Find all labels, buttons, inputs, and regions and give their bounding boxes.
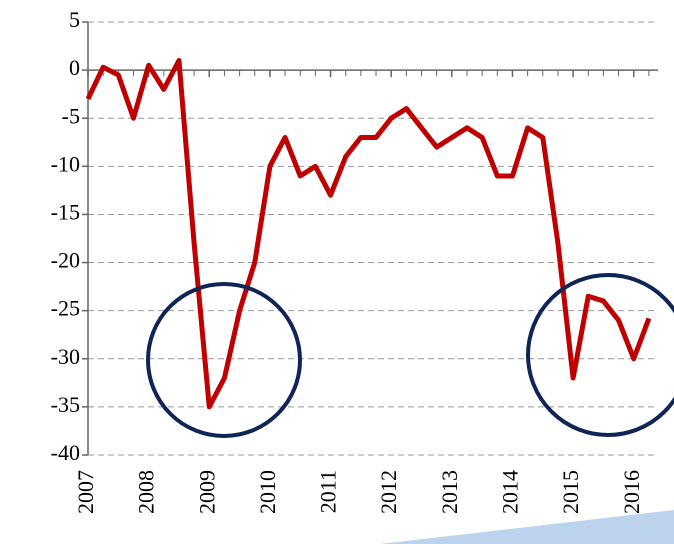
y-tick-label: -35 [51,392,80,417]
y-tick-label: 0 [69,55,80,80]
y-tick-label: -25 [51,296,80,321]
x-tick-label: 2011 [316,470,341,513]
y-tick-label: -10 [51,151,80,176]
x-tick-label: 2007 [73,470,98,514]
x-tick-label: 2012 [376,470,401,514]
x-tick-label: 2010 [255,470,280,514]
x-tick-label: 2013 [437,470,462,514]
decoration [380,510,674,544]
data-line [85,57,652,410]
x-tick-label: 2009 [194,470,219,514]
y-tick-label: -15 [51,199,80,224]
y-tick-label: -5 [62,103,80,128]
y-tick-label: -40 [51,440,80,465]
x-tick-label: 2016 [619,470,644,514]
x-tick-label: 2008 [134,470,159,514]
x-tick-label: 2014 [498,470,523,514]
x-tick-label: 2015 [558,470,583,514]
y-tick-label: -30 [51,344,80,369]
highlight-circle [146,282,302,438]
y-tick-label: 5 [69,7,80,32]
y-tick-label: -20 [51,248,80,273]
highlight-circle [526,273,674,437]
